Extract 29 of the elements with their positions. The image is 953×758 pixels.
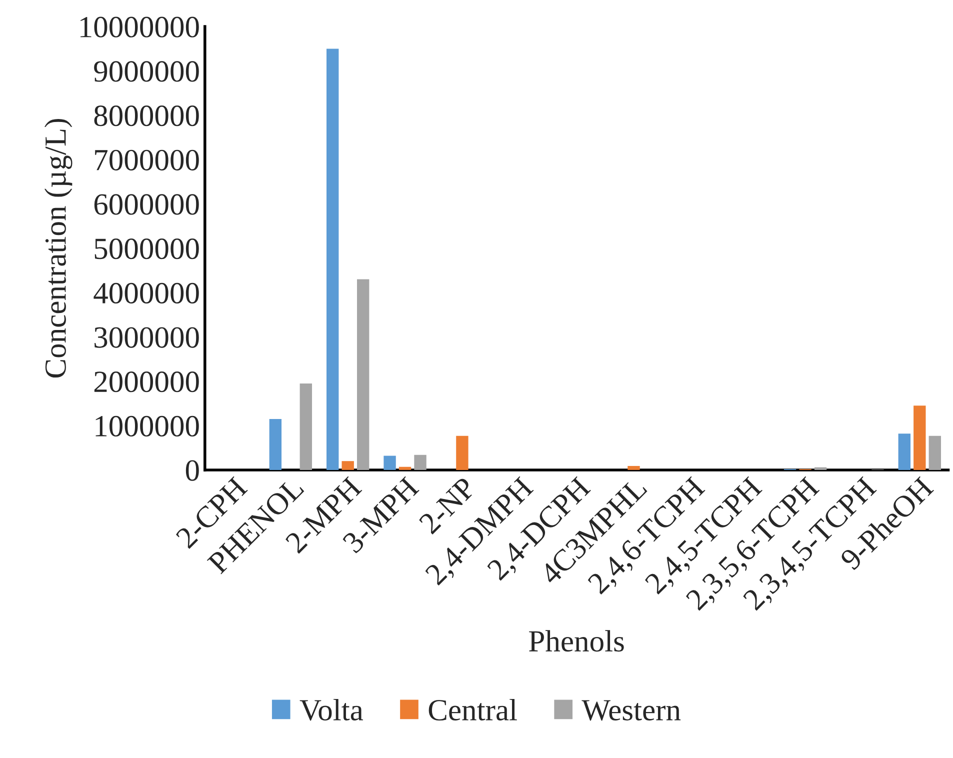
y-tick-label: 3000000 (94, 327, 199, 348)
bar (414, 454, 426, 470)
bar (398, 466, 412, 470)
bar (456, 436, 468, 470)
legend-label: Central (428, 699, 517, 721)
y-tick-label: 2000000 (94, 372, 199, 392)
bar (914, 406, 926, 470)
bar (384, 456, 396, 470)
bar (326, 48, 339, 470)
bar (269, 418, 282, 470)
y-tick-label: 7000000 (95, 150, 199, 170)
y-tick-label: 9000000 (94, 61, 199, 82)
legend-label: Volta (300, 699, 363, 721)
y-tick-label: 8000000 (94, 106, 199, 126)
y-tick-label: 4000000 (94, 282, 199, 304)
y-axis-title: Concentration (µg/L) (44, 119, 72, 378)
y-tick-label: 1000000 (96, 416, 199, 437)
x-axis-title: Phenols (529, 630, 624, 652)
y-tick-label: 10000000 (80, 16, 199, 38)
bar (300, 383, 312, 470)
y-tick-label: 5000000 (94, 238, 199, 260)
bar (356, 279, 370, 470)
bar (814, 467, 827, 470)
bar (898, 434, 910, 470)
bar (928, 436, 941, 470)
y-tick-label: 6000000 (94, 194, 199, 215)
legend-label: Western (582, 700, 681, 721)
bar (628, 466, 640, 470)
bar (342, 461, 354, 470)
